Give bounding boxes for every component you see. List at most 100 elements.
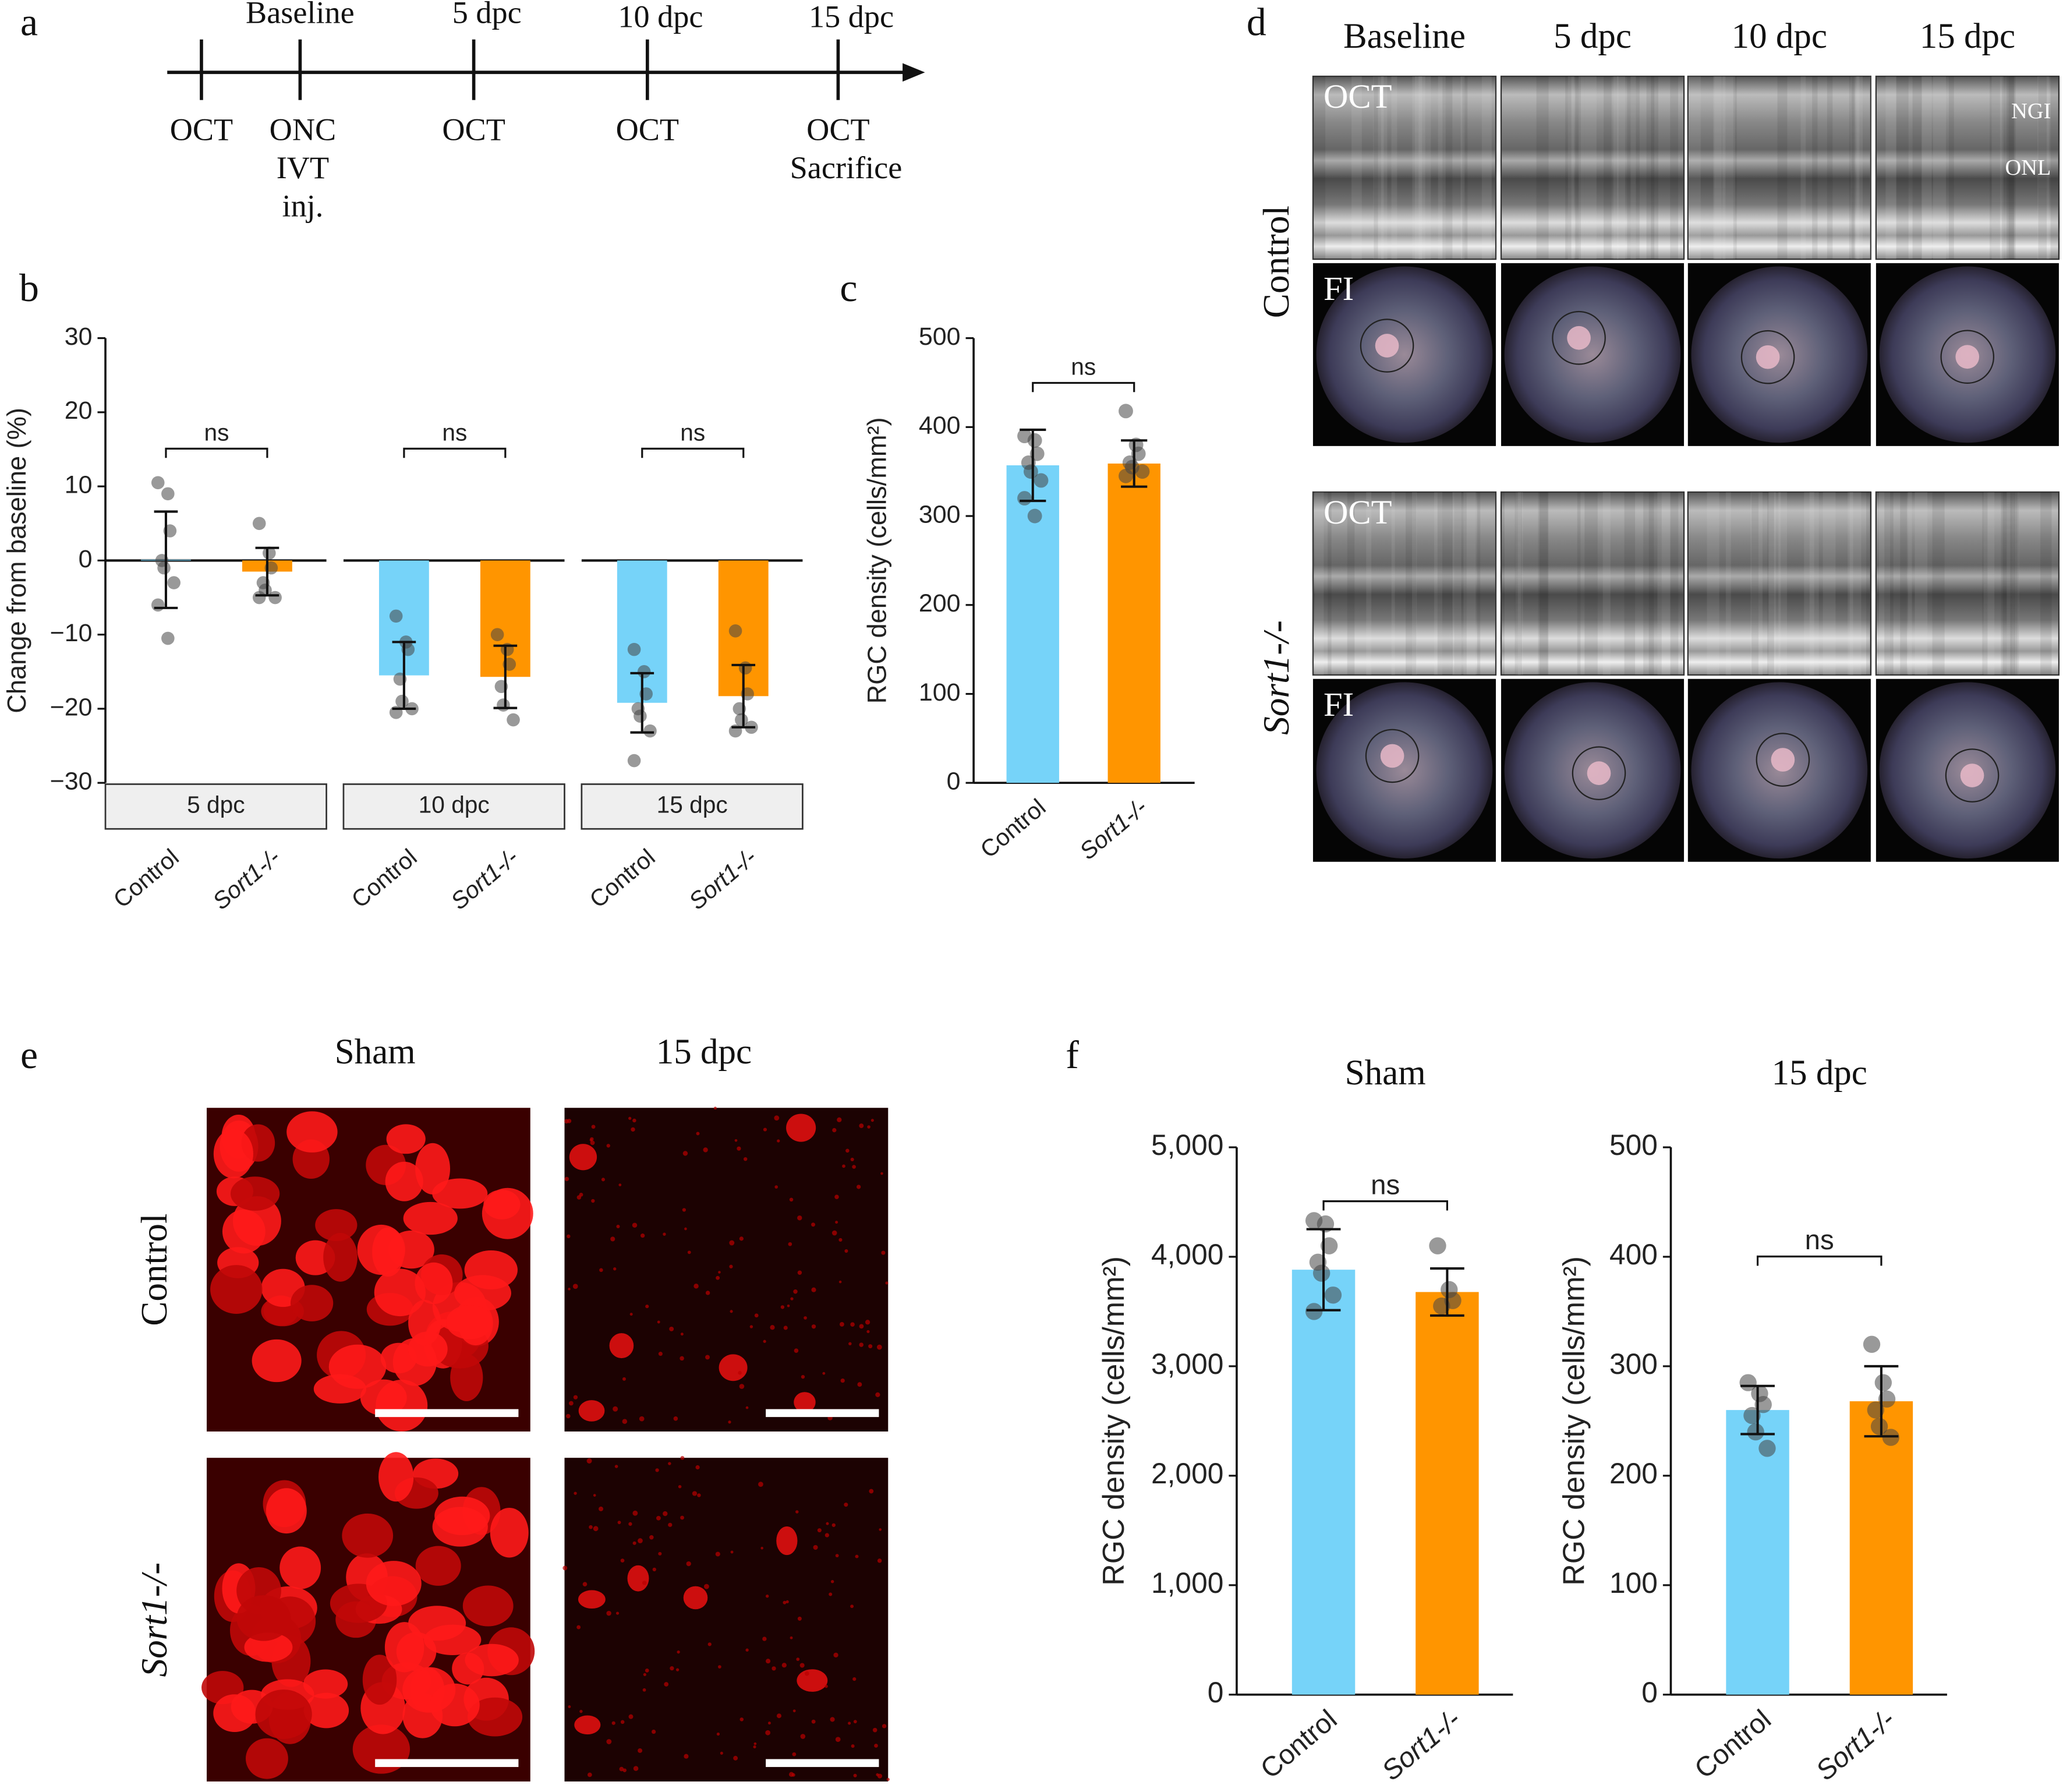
speckle	[781, 1663, 787, 1668]
cell-blob	[786, 1114, 816, 1142]
timeline-below: OCT	[170, 112, 233, 147]
speckle	[589, 1525, 593, 1529]
oct-texture	[1418, 76, 1431, 260]
speckle	[645, 1668, 649, 1673]
timeline-below: OCT	[806, 112, 869, 147]
data-point	[1023, 464, 1038, 479]
speckle	[593, 1494, 596, 1497]
cell-blob	[385, 1161, 423, 1201]
speckle	[670, 1666, 674, 1671]
disc-ring	[1756, 733, 1810, 787]
optic-disc	[1960, 764, 1984, 787]
speckle	[831, 1230, 837, 1236]
speckle	[770, 1325, 775, 1330]
speckle	[729, 1240, 735, 1246]
speckle	[675, 1668, 680, 1671]
row-label: Sort1-/-	[134, 1563, 175, 1677]
significance-label: ns	[680, 419, 705, 446]
speckle	[716, 1275, 720, 1280]
oct-image	[1312, 75, 1497, 260]
speckle	[745, 1406, 749, 1409]
column-header: 15 dpc	[1920, 17, 2015, 56]
speckle	[765, 1595, 769, 1598]
column-header: 5 dpc	[1554, 17, 1632, 56]
cell-blob	[328, 1344, 387, 1389]
cell-blob	[609, 1333, 634, 1359]
oct-texture	[2010, 492, 2019, 675]
cell-blob	[303, 1692, 349, 1729]
speckle	[639, 1416, 645, 1422]
optic-disc	[1955, 345, 1980, 369]
speckle	[576, 1625, 581, 1630]
speckle	[857, 1382, 862, 1387]
significance-label: ns	[442, 419, 467, 446]
speckle	[620, 1720, 625, 1724]
x-tick-label: Control	[585, 843, 660, 913]
speckle	[838, 1238, 843, 1242]
speckle	[787, 1305, 790, 1307]
speckle	[811, 1719, 816, 1724]
cell-blob	[362, 1655, 397, 1705]
speckle	[879, 1528, 882, 1531]
speckle	[848, 1342, 852, 1345]
bar	[1849, 1401, 1913, 1695]
speckle	[715, 1551, 720, 1557]
speckle	[682, 1208, 687, 1212]
speckle	[794, 1348, 799, 1353]
chart-title: Sham	[1345, 1054, 1426, 1093]
cell-blob	[266, 1488, 307, 1534]
significance-label: ns	[1371, 1169, 1400, 1200]
oct-texture	[2008, 76, 2016, 260]
speckle	[792, 1752, 797, 1756]
speckle	[652, 1729, 656, 1734]
data-point	[738, 661, 752, 675]
oct-texture	[1900, 492, 1907, 675]
speckle	[629, 1313, 633, 1316]
speckle	[687, 1250, 691, 1254]
oct-texture	[1624, 492, 1636, 675]
data-point	[1433, 1297, 1450, 1315]
speckle	[811, 1222, 816, 1227]
cell-blob	[230, 1176, 280, 1211]
significance-label: ns	[204, 419, 229, 446]
optic-disc	[1375, 334, 1399, 358]
speckle	[839, 1322, 844, 1327]
disc-ring	[1940, 330, 1995, 384]
speckle	[743, 1157, 748, 1161]
x-tick-label: Control	[975, 793, 1051, 863]
cell-blob	[574, 1715, 601, 1735]
speckle	[664, 1682, 669, 1687]
oct-texture	[1725, 492, 1731, 675]
cell-blob	[315, 1209, 358, 1241]
speckle	[729, 1264, 733, 1268]
disc-ring	[1360, 319, 1414, 373]
speckle	[680, 1332, 684, 1336]
data-point	[1758, 1440, 1776, 1457]
oct-texture	[1896, 76, 1909, 260]
speckle	[611, 1721, 615, 1725]
data-point	[1320, 1237, 1338, 1254]
speckle	[572, 1284, 578, 1289]
speckle	[668, 1462, 671, 1465]
layer-label: ONL	[2005, 155, 2051, 180]
y-tick-label: 100	[919, 678, 961, 706]
speckle	[876, 1344, 882, 1350]
timeline-above: Baseline	[246, 0, 355, 30]
oct-texture	[1866, 492, 1873, 675]
speckle	[763, 1127, 767, 1132]
speckle	[797, 1616, 802, 1621]
speckle	[619, 1766, 624, 1772]
oct-texture	[1707, 492, 1719, 675]
cell-blob	[303, 1669, 348, 1699]
cell-blob	[403, 1201, 458, 1235]
speckle	[811, 1287, 816, 1292]
significance-bracket	[1322, 1200, 1448, 1211]
oct-texture	[1932, 492, 1945, 675]
speckle	[586, 1458, 592, 1464]
speckle	[641, 1233, 645, 1238]
speckle	[616, 1224, 620, 1228]
y-tick-label: 100	[1609, 1567, 1658, 1599]
data-point	[1312, 1264, 1330, 1282]
oct-texture	[2007, 76, 2015, 260]
timeline-below: OCT	[616, 112, 679, 147]
